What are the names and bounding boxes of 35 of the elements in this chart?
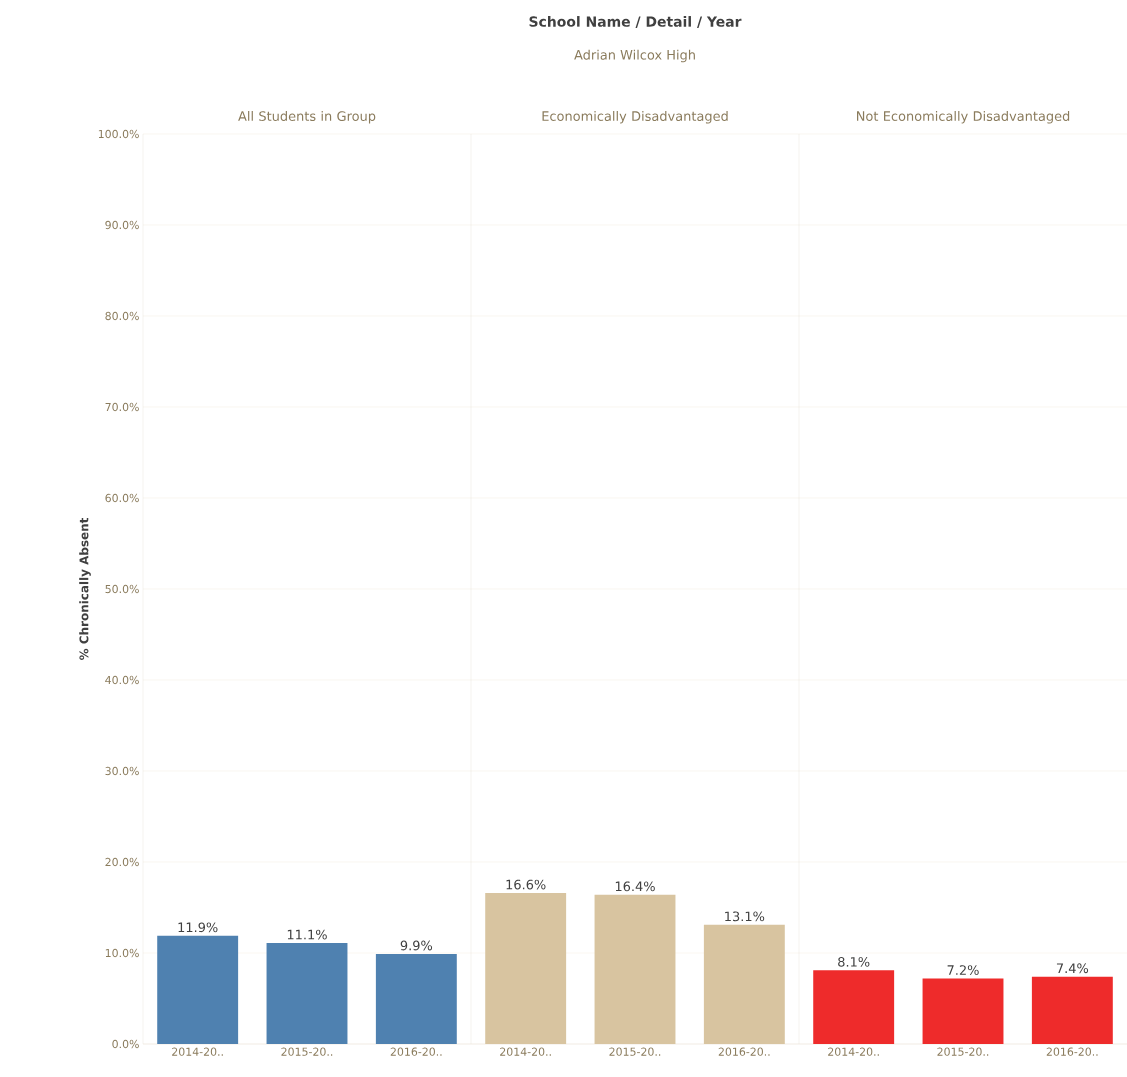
y-tick-label: 10.0%: [105, 948, 139, 958]
x-tick-label: 2015-20..: [937, 1047, 989, 1056]
data-label: 16.4%: [615, 881, 655, 892]
y-tick-label: 50.0%: [105, 584, 139, 594]
x-tick-label: 2016-20..: [1046, 1047, 1098, 1056]
chart-title: Not Economically Disadvantaged: [857, 110, 1070, 124]
x-tick-label: 2015-20..: [281, 1047, 333, 1056]
data-label: 11.9%: [178, 922, 218, 933]
chart-title: All Students in Group: [238, 110, 376, 124]
x-tick-label: 2015-20..: [609, 1047, 661, 1056]
y-axis-title: % Chronically Absent: [79, 517, 91, 660]
data-label: 7.2%: [947, 965, 979, 975]
data-label: 13.1%: [725, 911, 765, 922]
data-label: 16.6%: [506, 879, 546, 890]
data-label: 11.1%: [287, 929, 327, 940]
x-tick-label: 2016-20..: [390, 1047, 442, 1056]
y-tick-label: 0.0%: [112, 1039, 139, 1049]
text: Adrian Wilcox High: [574, 49, 695, 63]
data-label: 9.9%: [400, 940, 433, 951]
y-tick-label: 70.0%: [105, 402, 139, 412]
x-tick-label: 2014-20..: [828, 1047, 879, 1056]
y-tick-label: 80.0%: [105, 311, 139, 321]
data-label: 8.1%: [838, 956, 870, 967]
y-tick-label: 30.0%: [105, 766, 139, 776]
text: School Name / Detail / Year: [529, 16, 742, 28]
y-tick-label: 90.0%: [105, 220, 139, 230]
y-tick-label: 20.0%: [105, 857, 139, 867]
x-tick-label: 2014-20..: [500, 1047, 551, 1056]
x-tick-label: 2016-20..: [718, 1047, 770, 1056]
y-tick-label: 40.0%: [105, 675, 139, 685]
y-tick-label: 60.0%: [105, 493, 139, 503]
x-tick-label: 2014-20..: [172, 1047, 223, 1056]
y-tick-label: 100.0%: [98, 129, 139, 139]
data-label: 7.4%: [1056, 963, 1089, 974]
chart-title: Economically Disadvantaged: [542, 110, 728, 124]
